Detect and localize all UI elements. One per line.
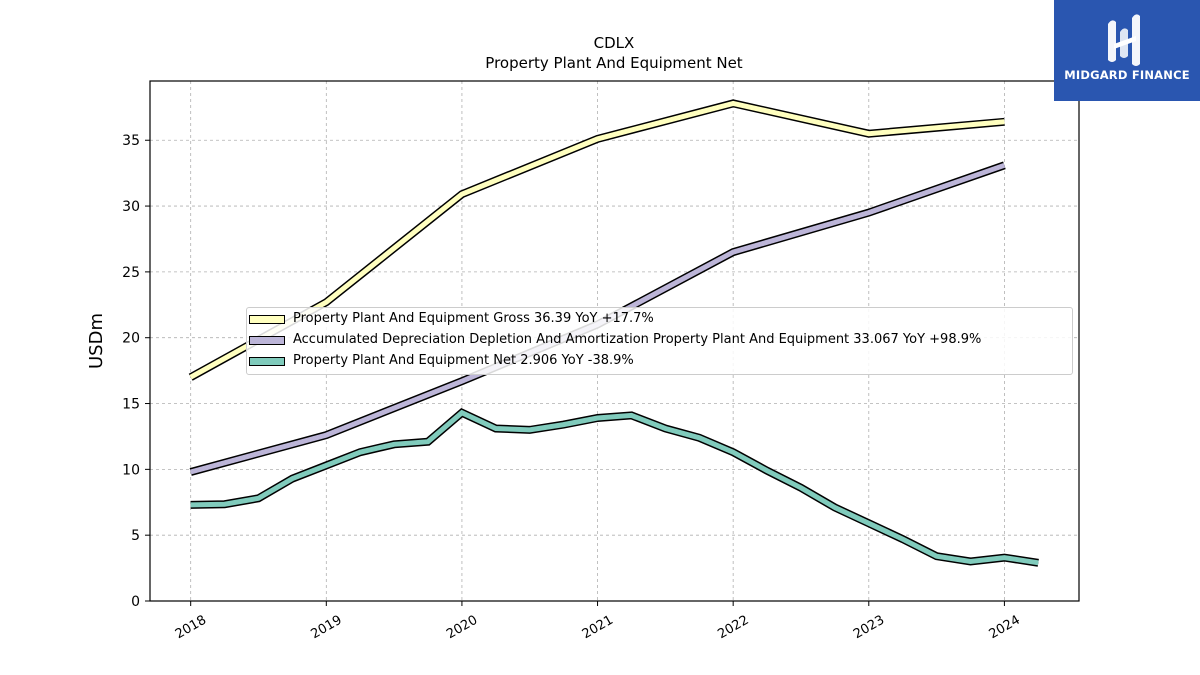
x-tick-label: 2021 [580,613,616,643]
legend-swatch-gross [249,315,285,324]
legend-swatch-depreciation [249,336,285,345]
y-tick-label: 25 [122,265,140,281]
y-tick-label: 15 [122,397,140,413]
brand-name: MIDGARD FINANCE [1064,68,1190,82]
x-tick-label: 2023 [851,613,887,643]
plot-frame [149,80,1080,602]
legend-label-gross: Property Plant And Equipment Gross 36.39… [293,311,654,326]
legend-swatch-net [249,357,285,366]
series-line [189,100,1005,380]
y-tick-label: 10 [122,462,140,478]
chart-title: CDLX [594,34,635,52]
series-line [190,409,1039,566]
midgard-logo-icon [1108,14,1140,66]
x-tick-label: 2024 [987,613,1023,643]
legend-label-depreciation: Accumulated Depreciation Depletion And A… [293,332,982,347]
x-tick-label: 2020 [444,613,480,643]
chart-legend: Property Plant And Equipment Gross 36.39… [246,307,1073,375]
y-tick-label: 5 [131,528,140,544]
chart-subtitle: Property Plant And Equipment Net [485,54,742,72]
legend-label-net: Property Plant And Equipment Net 2.906 Y… [293,353,634,368]
y-tick-label: 30 [122,199,140,215]
x-tick-label: 2022 [715,613,751,643]
x-tick-label: 2018 [173,613,209,643]
x-tick-label: 2019 [308,613,344,643]
y-axis-label: USDm [86,313,107,369]
y-tick-label: 20 [122,331,140,347]
y-tick-label: 35 [122,133,140,149]
y-tick-label: 0 [131,594,140,610]
